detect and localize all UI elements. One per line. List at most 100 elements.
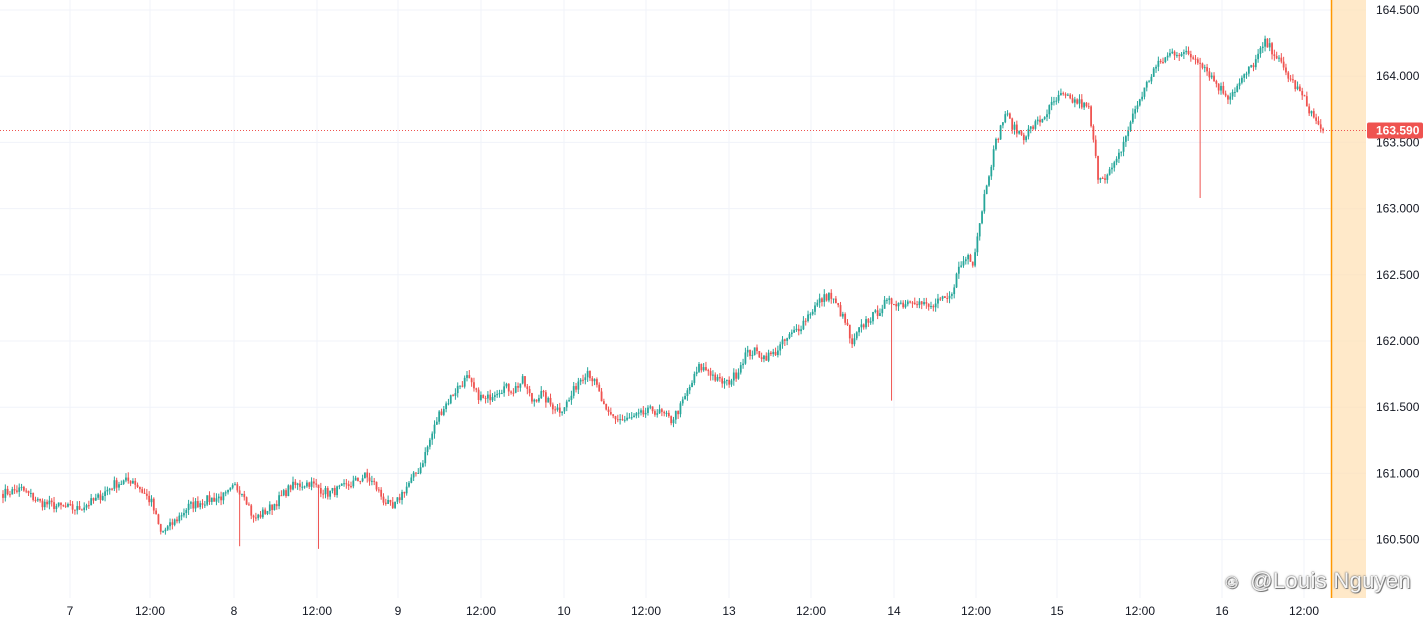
candle — [890, 297, 893, 401]
candle — [1097, 155, 1099, 184]
candle — [677, 410, 680, 419]
candle — [681, 396, 684, 406]
candle — [1224, 90, 1227, 98]
candle — [1027, 125, 1030, 140]
grid-lines — [0, 0, 1366, 598]
candle — [953, 284, 956, 299]
candle — [549, 393, 552, 407]
candle — [558, 402, 561, 417]
candle — [1015, 120, 1018, 138]
candle — [872, 311, 874, 325]
candle — [1022, 132, 1025, 145]
x-tick-label: 8 — [231, 604, 238, 618]
candle — [596, 377, 598, 388]
candle — [904, 300, 907, 309]
candle — [999, 124, 1002, 140]
candle — [807, 310, 809, 323]
candle — [834, 295, 837, 304]
candle — [85, 503, 88, 511]
candle — [108, 487, 111, 495]
candle — [48, 495, 51, 510]
candle — [331, 487, 334, 494]
x-tick-label: 13 — [722, 604, 736, 618]
candle — [858, 327, 860, 337]
candle — [1266, 38, 1269, 48]
candle — [851, 334, 854, 348]
candle — [1278, 55, 1280, 62]
candle — [1173, 50, 1176, 60]
candle — [229, 487, 232, 492]
candle — [215, 493, 218, 506]
candle — [841, 311, 844, 319]
candle — [1129, 120, 1132, 132]
candle — [753, 347, 756, 356]
candle — [94, 493, 97, 501]
candle — [1229, 92, 1232, 105]
candle — [18, 483, 21, 497]
candle — [800, 325, 802, 335]
candle — [672, 416, 675, 428]
y-axis[interactable]: 160.500 161.000 161.500 162.000 162.500 163.0… — [1366, 0, 1425, 622]
candle — [892, 303, 895, 306]
candle — [633, 413, 635, 418]
candle — [693, 371, 696, 386]
candle — [1064, 92, 1067, 99]
candle — [1004, 111, 1007, 124]
candle — [1159, 58, 1162, 64]
candle — [415, 472, 417, 477]
candle — [788, 332, 791, 340]
candle — [855, 331, 858, 341]
candle — [992, 145, 995, 171]
candle — [120, 480, 123, 485]
candle — [1194, 55, 1197, 65]
candle — [486, 391, 489, 403]
zhihu-logo-icon: ☺ — [1221, 571, 1243, 593]
candle — [1227, 94, 1229, 105]
candle — [649, 404, 652, 410]
candle — [1199, 57, 1202, 199]
candle — [804, 318, 807, 326]
candle — [605, 403, 608, 411]
x-axis[interactable]: 7 12:00 8 12:00 9 12:00 10 12:00 13 12:00 14 12:00 1… — [0, 598, 1425, 622]
candle — [950, 292, 953, 300]
candle — [1310, 110, 1313, 117]
candle — [582, 374, 584, 384]
candle — [1305, 91, 1308, 107]
candle — [962, 256, 965, 268]
candle — [1157, 56, 1160, 72]
candle — [544, 390, 547, 408]
candle — [533, 398, 536, 407]
candle — [222, 492, 225, 505]
candle — [570, 390, 573, 405]
candle — [80, 508, 83, 511]
candle — [656, 409, 659, 418]
candle — [164, 527, 167, 535]
candle — [99, 490, 102, 504]
candle — [194, 498, 197, 512]
candle — [572, 381, 575, 399]
candle — [765, 352, 768, 361]
candle — [547, 396, 550, 403]
candle — [243, 490, 246, 501]
candle — [1104, 174, 1106, 184]
candle — [1066, 93, 1069, 97]
candle — [528, 385, 531, 397]
candle — [927, 303, 930, 311]
candle — [377, 486, 380, 493]
candle — [746, 345, 749, 357]
candle — [67, 502, 69, 508]
candle — [408, 480, 410, 488]
candle — [1060, 88, 1062, 96]
candle — [818, 293, 821, 308]
candle — [312, 477, 315, 488]
candle — [87, 500, 90, 510]
candle — [310, 477, 313, 491]
x-tick-label: 9 — [395, 604, 402, 618]
candle — [410, 474, 413, 484]
candle — [1029, 126, 1032, 134]
candle — [1317, 116, 1320, 126]
candle — [1018, 130, 1021, 135]
candle — [1145, 80, 1148, 92]
